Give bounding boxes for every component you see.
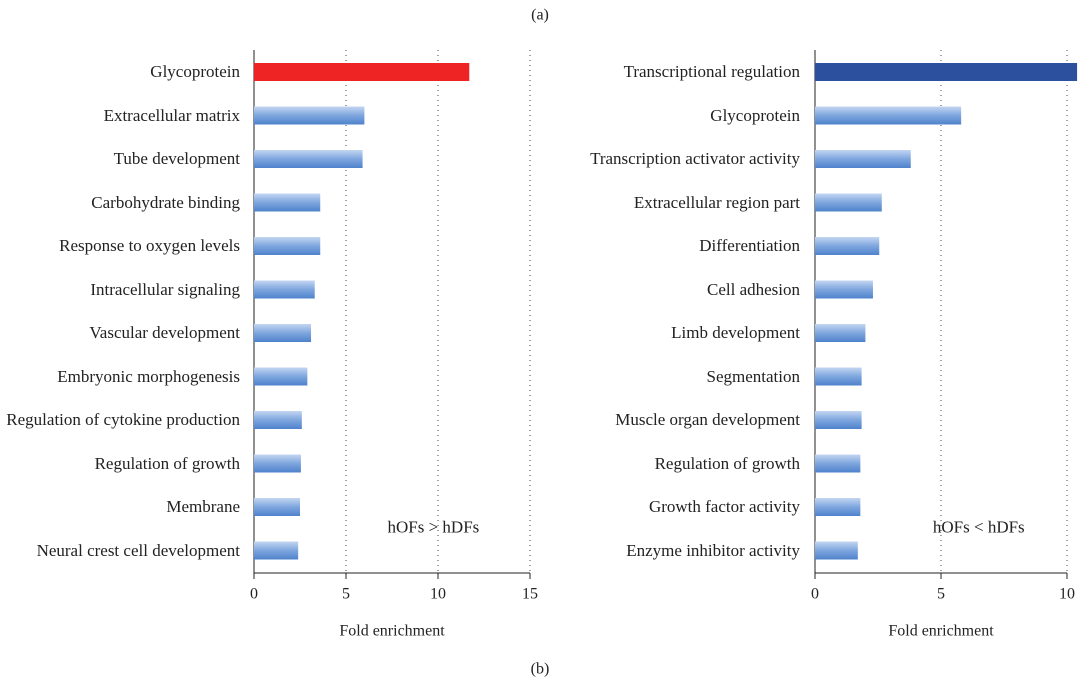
category-label: Neural crest cell development <box>36 540 240 560</box>
category-label: Regulation of growth <box>654 453 800 473</box>
category-label: Differentiation <box>699 236 800 255</box>
annotation: hOFs > hDFs <box>388 518 480 537</box>
bar <box>254 63 470 81</box>
category-label: Enzyme inhibitor activity <box>626 540 800 560</box>
bar <box>254 411 302 429</box>
bar <box>254 541 299 560</box>
category-label: Response to oxygen levels <box>59 236 240 255</box>
bar <box>254 367 308 386</box>
x-tick-label: 10 <box>1059 586 1075 603</box>
bar <box>815 411 862 429</box>
bar <box>815 541 858 560</box>
category-label: Transcriptional regulation <box>623 62 800 81</box>
bar <box>815 280 873 299</box>
bar <box>254 324 312 342</box>
bar <box>815 237 880 255</box>
bar <box>815 324 866 342</box>
category-label: Transcription activator activity <box>590 149 800 168</box>
panel-label: (b) <box>531 661 550 678</box>
category-label: Glycoprotein <box>710 105 800 125</box>
x-tick-label: 5 <box>937 586 945 603</box>
bar <box>815 193 882 212</box>
x-tick-label: 0 <box>250 586 258 603</box>
bar <box>254 454 301 473</box>
category-label: Growth factor activity <box>648 497 800 516</box>
x-axis-label: Fold enrichment <box>339 623 445 640</box>
x-tick-label: 15 <box>522 586 538 603</box>
bar <box>815 454 861 473</box>
bar <box>815 498 861 516</box>
annotation: hOFs < hDFs <box>933 518 1025 537</box>
category-label: Intracellular signaling <box>90 279 240 299</box>
category-label: Embryonic morphogenesis <box>57 366 240 386</box>
bar <box>815 63 1078 81</box>
x-tick-label: 5 <box>342 586 350 603</box>
category-label: Carbohydrate binding <box>91 192 240 212</box>
category-label: Segmentation <box>706 366 800 386</box>
panel-label: (a) <box>531 7 549 24</box>
bar <box>254 237 321 255</box>
category-label: Regulation of growth <box>94 453 240 473</box>
category-label: Extracellular matrix <box>103 105 240 125</box>
bar <box>815 367 862 386</box>
bar <box>254 498 300 516</box>
category-label: Glycoprotein <box>150 62 240 81</box>
bar <box>254 150 363 168</box>
category-label: Membrane <box>166 497 240 516</box>
bar <box>254 193 321 212</box>
category-label: Muscle organ development <box>615 410 800 429</box>
x-tick-label: 10 <box>430 586 446 603</box>
bar <box>254 280 315 299</box>
category-label: Limb development <box>671 323 800 342</box>
category-label: Regulation of cytokine production <box>6 410 240 429</box>
category-label: Extracellular region part <box>633 192 800 212</box>
x-tick-label: 0 <box>811 586 819 603</box>
category-label: Vascular development <box>89 323 240 342</box>
bar <box>815 106 962 125</box>
x-axis-label: Fold enrichment <box>888 623 994 640</box>
bar <box>815 150 911 168</box>
category-label: Tube development <box>113 149 240 168</box>
category-label: Cell adhesion <box>706 279 800 299</box>
bar <box>254 106 365 125</box>
